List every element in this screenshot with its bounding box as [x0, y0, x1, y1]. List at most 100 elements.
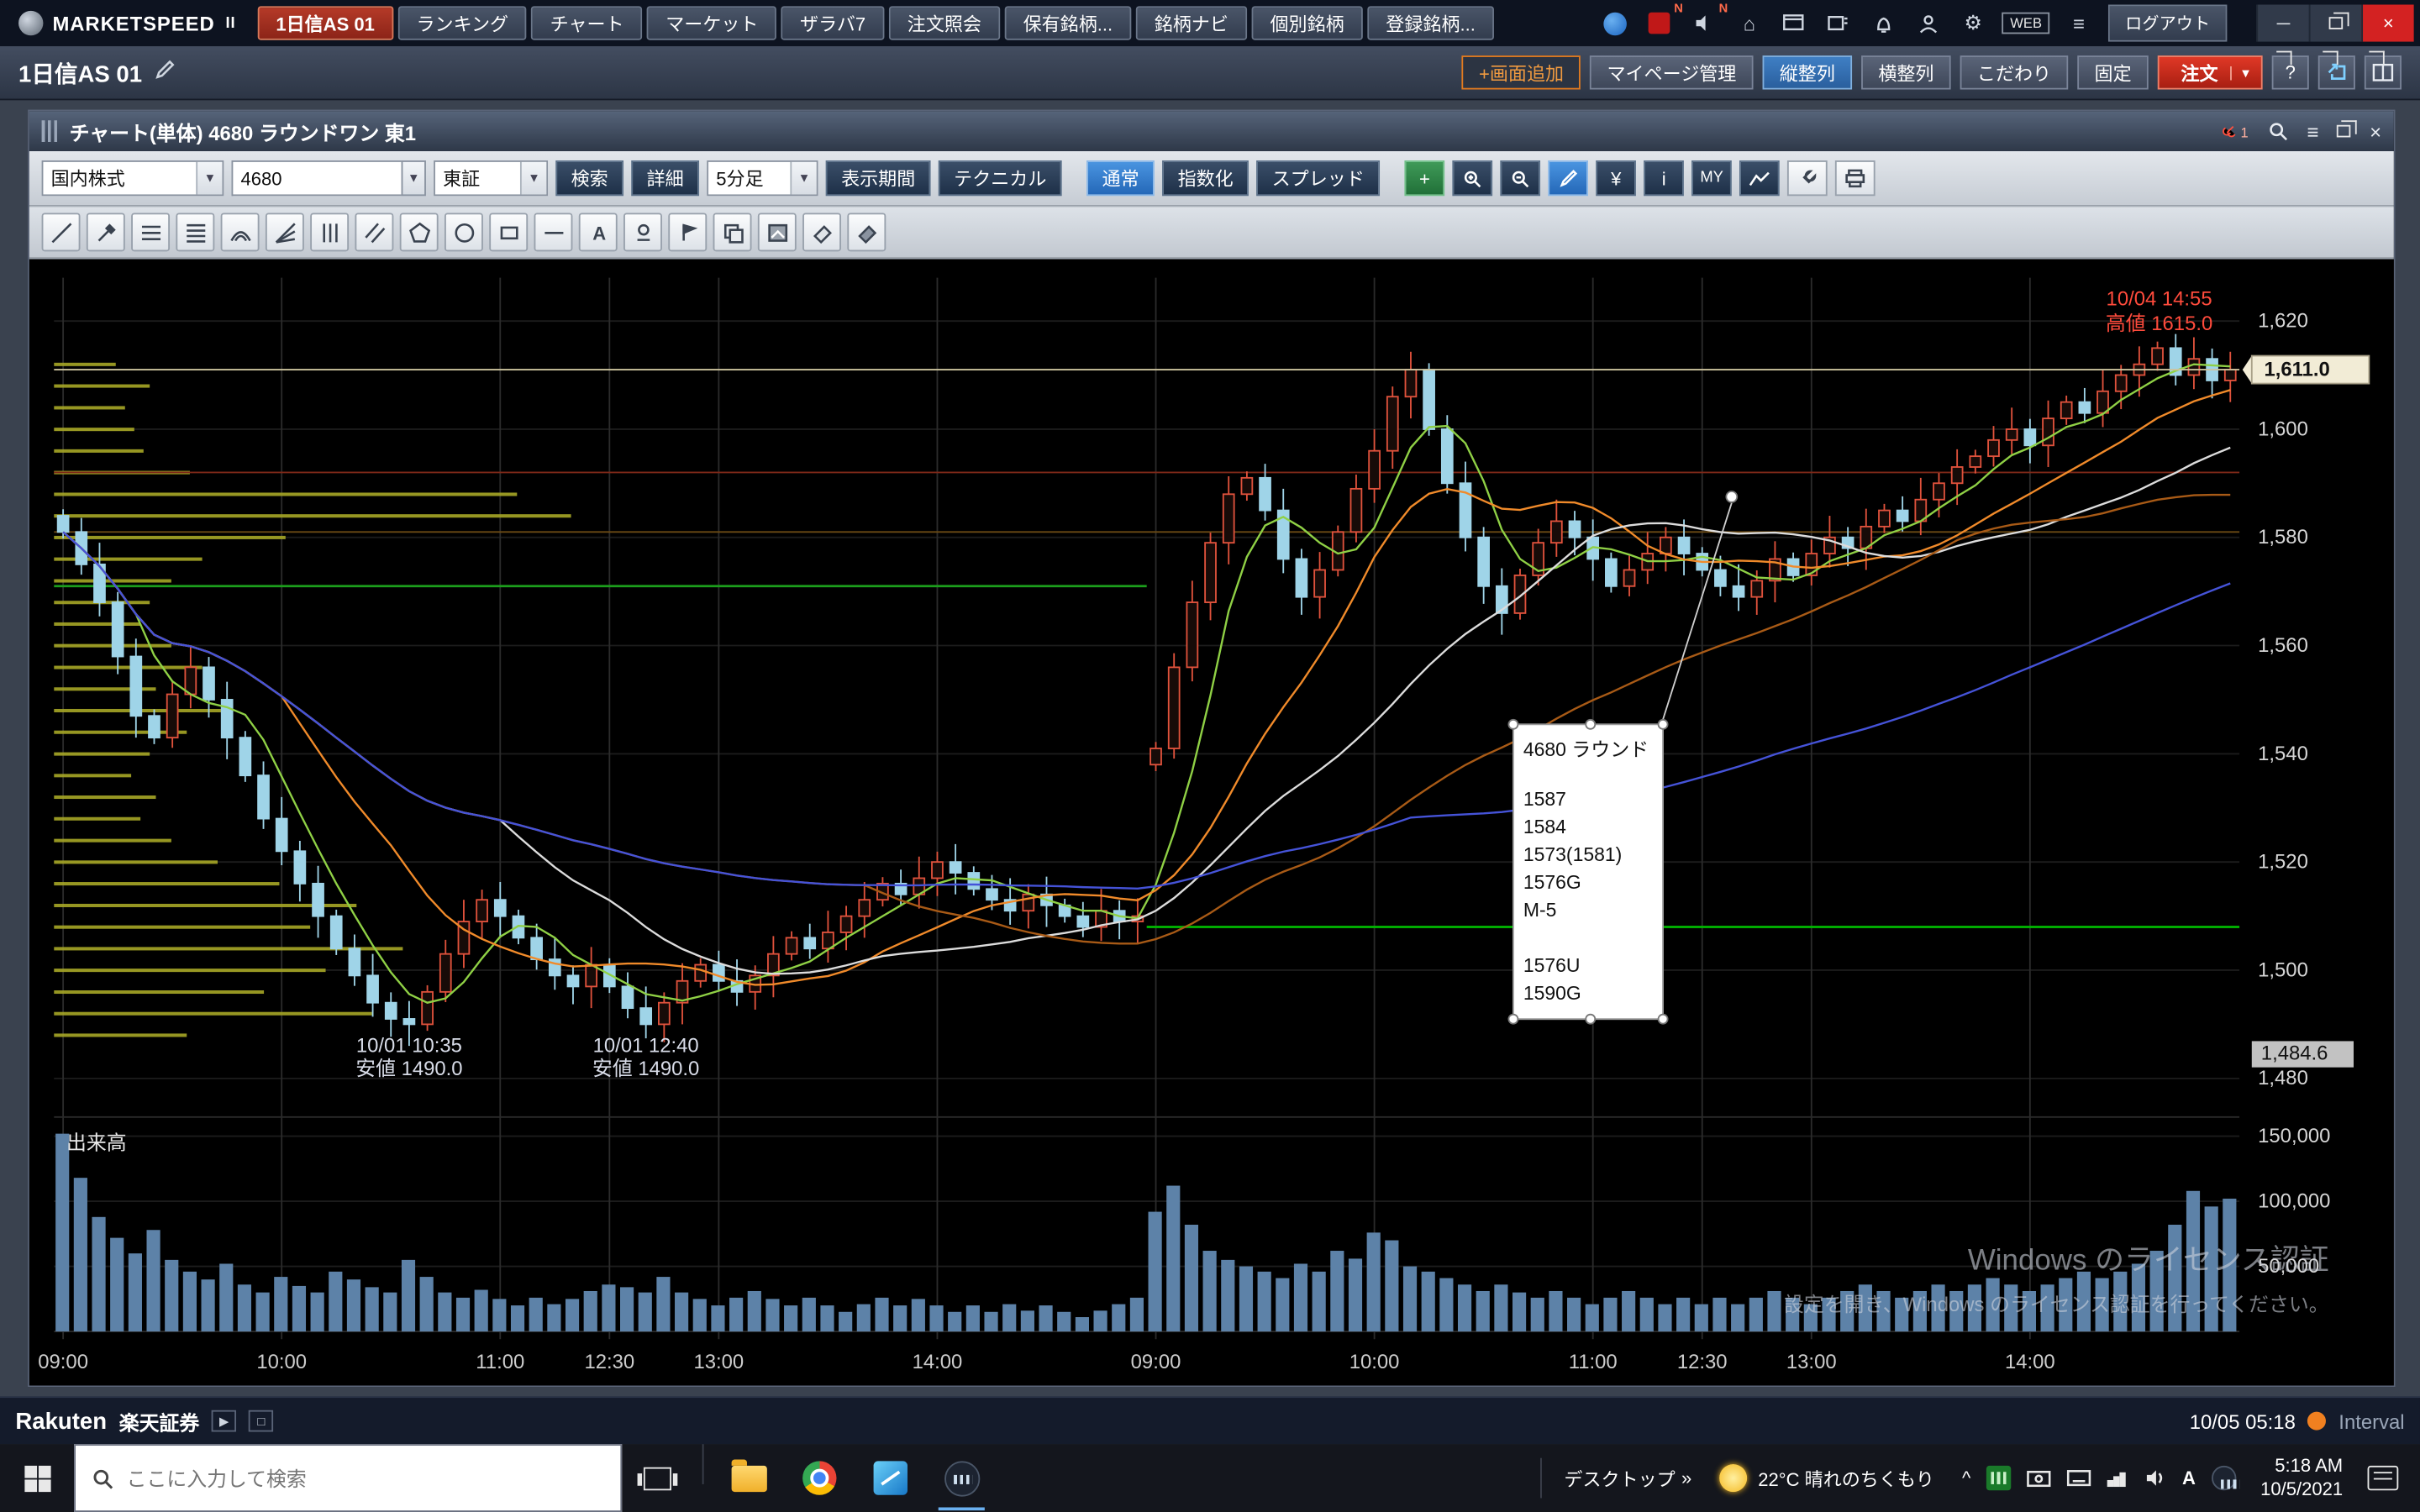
marker-pen-tool-icon[interactable]	[87, 213, 125, 251]
window-close-icon[interactable]: ×	[2370, 119, 2381, 143]
rectangle-tool-icon[interactable]	[489, 213, 528, 251]
indexed-button[interactable]: 指数化	[1162, 160, 1249, 196]
normal-mode-button[interactable]: 通常	[1086, 160, 1155, 196]
text-tool-icon[interactable]: A	[579, 213, 618, 251]
gear-icon[interactable]: ⚙	[1958, 9, 1989, 37]
link-group-icon[interactable]: 1	[2219, 122, 2249, 140]
interval-select[interactable]: 5分足▼	[707, 160, 818, 196]
add-chart-button[interactable]: +	[1405, 160, 1445, 196]
vertical-align-button[interactable]: 縦整列	[1763, 55, 1853, 89]
tooltip-handle[interactable]	[1507, 719, 1518, 730]
erase-all-tool-icon[interactable]	[847, 213, 886, 251]
period-button[interactable]: 表示期間	[826, 160, 931, 196]
trendline-tool-icon[interactable]	[42, 213, 81, 251]
restore-button[interactable]	[2309, 5, 2361, 42]
window-menu-icon[interactable]: ≡	[2307, 119, 2319, 143]
zoom-in-button[interactable]	[1453, 160, 1493, 196]
edit-title-icon[interactable]	[155, 58, 176, 87]
bell-icon[interactable]	[1868, 9, 1899, 37]
minimize-button[interactable]: ─	[2256, 5, 2308, 42]
user-icon[interactable]	[1913, 9, 1944, 37]
market-select[interactable]: 国内株式▼	[42, 160, 224, 196]
polygon-tool-icon[interactable]	[400, 213, 439, 251]
expand-icon[interactable]: »	[1681, 1467, 1691, 1489]
icon-stamp-tool-icon[interactable]	[623, 213, 662, 251]
keyboard-icon[interactable]	[2066, 1469, 2091, 1488]
eraser-tool-icon[interactable]	[802, 213, 841, 251]
search-button[interactable]: 検索	[555, 160, 623, 196]
tab-7[interactable]: 銘柄ナビ	[1136, 6, 1247, 39]
annotation-tooltip[interactable]: 4680 ラウンド158715841573(1581)1576GM-51576U…	[1512, 723, 1664, 1020]
mypage-button[interactable]: マイページ管理	[1590, 55, 1753, 89]
layout-icon[interactable]	[2365, 55, 2402, 89]
tab-5[interactable]: 注文照会	[889, 6, 1000, 39]
order-dropdown-icon[interactable]: ▼	[2230, 66, 2252, 80]
technical-button[interactable]: テクニカル	[939, 160, 1062, 196]
rec-tray-icon[interactable]	[2211, 1466, 2235, 1490]
tooltip-handle[interactable]	[1585, 719, 1596, 730]
network-icon[interactable]	[2107, 1469, 2130, 1488]
ime-mode-icon[interactable]: A	[2182, 1467, 2196, 1489]
zoom-out-button[interactable]	[1501, 160, 1541, 196]
tooltip-handle[interactable]	[1585, 1014, 1596, 1025]
stock-tray-icon[interactable]	[1986, 1466, 2011, 1490]
chart-window-titlebar[interactable]: チャート(単体) 4680 ラウンドワン 東1 1 ≡ ×	[29, 111, 2394, 151]
tooltip-handle[interactable]	[1507, 1014, 1518, 1025]
spread-button[interactable]: スプレッド	[1256, 160, 1380, 196]
tab-2[interactable]: チャート	[532, 6, 643, 39]
order-button[interactable]: 注文▼	[2158, 55, 2263, 89]
settings-wrench-button[interactable]	[1787, 160, 1828, 196]
image-tool-icon[interactable]	[758, 213, 797, 251]
help-button[interactable]: ?	[2272, 55, 2309, 89]
my-settings-button[interactable]: MY	[1691, 160, 1732, 196]
action-center-icon[interactable]	[2368, 1466, 2399, 1490]
taskbar-search-input[interactable]	[127, 1467, 605, 1490]
home-icon[interactable]: ⌂	[1734, 9, 1765, 37]
horizontal-align-button[interactable]: 横整列	[1861, 55, 1951, 89]
copy-tool-icon[interactable]	[713, 213, 752, 251]
menu-icon[interactable]: ≡	[2064, 9, 2095, 37]
ellipse-tool-icon[interactable]	[445, 213, 483, 251]
web-badge[interactable]: WEB	[2002, 13, 2049, 34]
symbol-code-input[interactable]	[232, 160, 402, 196]
cast-icon[interactable]	[1823, 9, 1854, 37]
detail-button[interactable]: 詳細	[631, 160, 699, 196]
search-icon[interactable]	[2267, 120, 2289, 142]
info-button[interactable]: i	[1644, 160, 1684, 196]
add-screen-button[interactable]: +画面追加	[1462, 55, 1581, 89]
multi-lines-tool-icon[interactable]	[176, 213, 214, 251]
fixed-button[interactable]: 固定	[2077, 55, 2149, 89]
status-play-icon[interactable]: ▶	[212, 1410, 236, 1432]
chart-canvas[interactable]: 1,6201,6001,5801,5601,5401,5201,5001,480…	[29, 260, 2394, 1386]
interval-indicator-icon[interactable]	[2308, 1412, 2327, 1431]
taskbar-clock[interactable]: 5:18 AM 10/5/2021	[2248, 1455, 2354, 1501]
kodawari-button[interactable]: こだわり	[1960, 55, 2069, 89]
start-button[interactable]	[0, 1444, 74, 1512]
sound-alert-icon[interactable]: N	[1689, 9, 1720, 37]
drag-grip-icon[interactable]	[42, 120, 57, 142]
market-alert-icon[interactable]: N	[1644, 9, 1676, 37]
tab-9[interactable]: 登録銘柄...	[1367, 6, 1494, 39]
chrome-button[interactable]	[784, 1444, 855, 1512]
market-select-arrow-icon[interactable]: ▼	[196, 162, 222, 195]
flag-tool-icon[interactable]	[668, 213, 707, 251]
close-button[interactable]: ×	[2361, 5, 2413, 42]
horizontal-line-tool-icon[interactable]	[534, 213, 573, 251]
window-maximize-icon[interactable]	[2338, 125, 2352, 138]
status-box-icon[interactable]: □	[249, 1410, 273, 1432]
tooltip-handle[interactable]	[1658, 719, 1669, 730]
weather-widget[interactable]: 22°C 晴れのちくもり	[1704, 1464, 1949, 1492]
interval-select-arrow-icon[interactable]: ▼	[791, 162, 817, 195]
audio-app-button[interactable]	[926, 1444, 997, 1512]
print-button[interactable]	[1835, 160, 1876, 196]
fan-lines-tool-icon[interactable]	[266, 213, 304, 251]
vertical-lines-tool-icon[interactable]	[310, 213, 349, 251]
file-explorer-button[interactable]	[713, 1444, 784, 1512]
desktop-toolbar[interactable]: デスクトップ »	[1552, 1465, 1704, 1491]
parallel-lines-tool-icon[interactable]	[355, 213, 393, 251]
exchange-select[interactable]: 東証▼	[434, 160, 548, 196]
mail-app-button[interactable]	[855, 1444, 926, 1512]
tab-0[interactable]: 1日信AS 01	[257, 6, 393, 39]
yen-display-button[interactable]: ¥	[1596, 160, 1636, 196]
tooltip-handle[interactable]	[1658, 1014, 1669, 1025]
